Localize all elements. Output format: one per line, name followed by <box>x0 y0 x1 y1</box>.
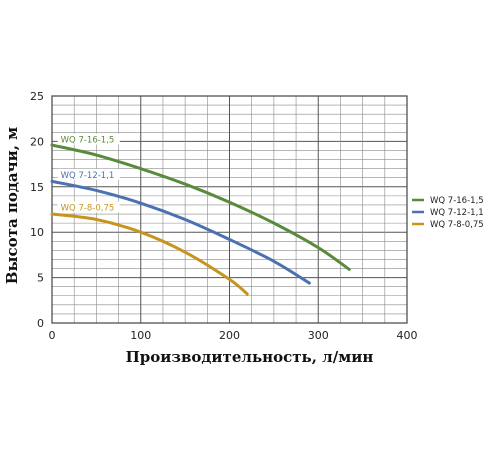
x-tick-label: 100 <box>130 329 151 342</box>
legend-label: WQ 7-16-1,5 <box>430 196 484 206</box>
x-tick-label: 0 <box>49 329 56 342</box>
curve-label-bg <box>57 133 120 145</box>
curve-line <box>50 143 351 271</box>
y-tick-labels: 0 5 10 15 20 25 <box>30 90 44 330</box>
curve-line <box>50 212 249 296</box>
curve-labels: WQ 7-16-1,5 WQ 7-12-1,1 WQ 7-8-0,75 <box>57 133 120 214</box>
curve-label: WQ 7-12-1,1 <box>61 171 115 181</box>
legend-label: WQ 7-8-0,75 <box>430 220 484 230</box>
legend-label: WQ 7-12-1,1 <box>430 208 484 218</box>
plot-frame <box>51 95 408 324</box>
curve-line <box>50 179 311 285</box>
x-tick-label: 300 <box>308 329 329 342</box>
y-tick-label: 15 <box>30 181 44 194</box>
curve-label-bg <box>57 168 120 180</box>
y-axis-title: Высота подачи, м <box>3 127 21 284</box>
x-tick-label: 200 <box>219 329 240 342</box>
legend: WQ 7-16-1,5 WQ 7-12-1,1 WQ 7-8-0,75 <box>412 196 484 230</box>
curve-label: WQ 7-8-0,75 <box>61 204 115 214</box>
y-tick-label: 5 <box>37 272 44 285</box>
y-tick-label: 20 <box>30 135 44 148</box>
y-tick-label: 25 <box>30 90 44 103</box>
x-axis-title: Производительность, л/мин <box>126 348 374 366</box>
curve-label: WQ 7-16-1,5 <box>61 135 115 145</box>
curve-label-bg <box>57 201 120 213</box>
y-tick-label: 0 <box>37 317 44 330</box>
y-tick-label: 10 <box>30 226 44 239</box>
x-tick-label: 400 <box>397 329 418 342</box>
x-tick-labels: 0 100 200 300 400 <box>49 329 418 342</box>
curves <box>50 143 351 296</box>
